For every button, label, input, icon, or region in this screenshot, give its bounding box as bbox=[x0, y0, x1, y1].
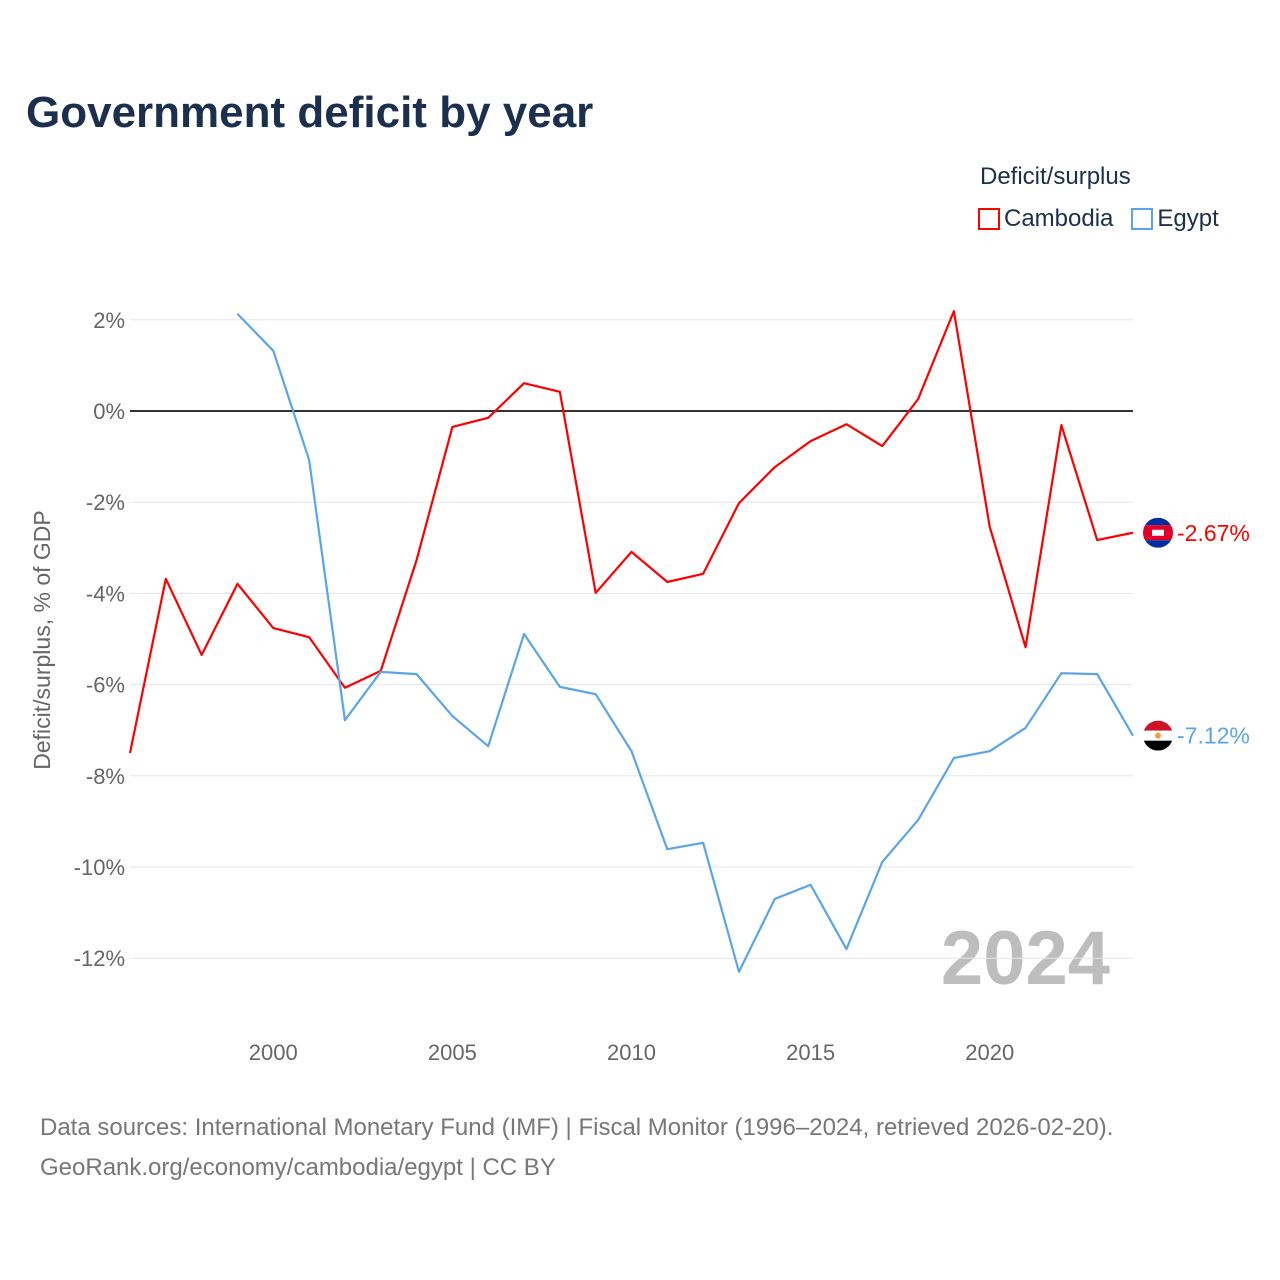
end-label-egypt: -7.12% bbox=[1177, 723, 1250, 749]
x-tick-label: 2010 bbox=[607, 1040, 656, 1065]
x-tick-label: 2020 bbox=[965, 1040, 1014, 1065]
y-tick-label: -4% bbox=[86, 581, 125, 606]
y-tick-label: 2% bbox=[93, 308, 125, 333]
y-tick-label: 0% bbox=[93, 399, 125, 424]
y-tick-label: -6% bbox=[86, 673, 125, 698]
series-line-cambodia bbox=[128, 310, 1134, 754]
series-line-egypt bbox=[236, 313, 1134, 973]
y-tick-label: -12% bbox=[74, 946, 125, 971]
y-axis-label: Deficit/surplus, % of GDP bbox=[29, 510, 55, 769]
source-note: Data sources: International Monetary Fun… bbox=[40, 1108, 1113, 1188]
end-label-cambodia: -2.67% bbox=[1177, 520, 1250, 546]
chart-title: Government deficit by year bbox=[26, 88, 594, 137]
legend-title: Deficit/surplus bbox=[980, 163, 1131, 190]
x-tick-label: 2005 bbox=[428, 1040, 477, 1065]
legend-label: Cambodia bbox=[1004, 205, 1114, 232]
y-tick-label: -8% bbox=[86, 764, 125, 789]
source-line-1: Data sources: International Monetary Fun… bbox=[40, 1114, 1114, 1141]
legend-swatch-cambodia bbox=[978, 208, 1000, 230]
flag-icon-cambodia bbox=[1143, 517, 1173, 548]
legend: Cambodia Egypt bbox=[978, 205, 1231, 233]
flag-icon-egypt bbox=[1143, 720, 1173, 751]
legend-label: Egypt bbox=[1157, 205, 1219, 232]
legend-item-egypt[interactable]: Egypt bbox=[1131, 205, 1219, 233]
y-tick-label: -10% bbox=[74, 855, 125, 880]
legend-item-cambodia[interactable]: Cambodia bbox=[978, 205, 1113, 233]
x-tick-label: 2015 bbox=[786, 1040, 835, 1065]
x-tick-label: 2000 bbox=[249, 1040, 298, 1065]
source-line-2[interactable]: GeoRank.org/economy/cambodia/egypt | CC … bbox=[40, 1154, 556, 1181]
y-tick-label: -2% bbox=[86, 490, 125, 515]
legend-swatch-egypt bbox=[1131, 208, 1154, 230]
